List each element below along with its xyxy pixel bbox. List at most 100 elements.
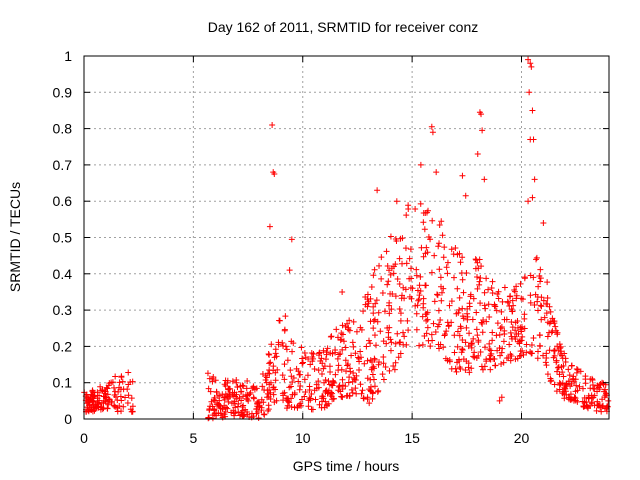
data-point [417, 200, 424, 207]
data-point [534, 355, 541, 362]
data-point [559, 369, 566, 376]
data-point [470, 295, 477, 302]
data-point [344, 362, 351, 369]
data-point [508, 306, 515, 313]
data-point [587, 376, 594, 383]
data-point [370, 363, 377, 370]
data-point [520, 351, 527, 358]
data-points [81, 56, 612, 422]
data-point [353, 328, 360, 335]
data-point [474, 259, 481, 266]
data-point [346, 374, 353, 381]
data-point [381, 308, 388, 315]
data-point [305, 356, 312, 363]
data-point [85, 398, 92, 405]
data-point [112, 373, 119, 380]
data-point [266, 381, 273, 388]
data-point [387, 271, 394, 278]
data-point [283, 346, 290, 353]
data-point [553, 327, 560, 334]
data-point [346, 327, 353, 334]
data-point [525, 198, 532, 205]
data-point [352, 350, 359, 357]
data-point [465, 360, 472, 367]
data-point [360, 308, 367, 315]
data-point [236, 394, 243, 401]
data-point [481, 289, 488, 296]
data-point [495, 295, 502, 302]
data-point [554, 343, 561, 350]
data-point [438, 297, 445, 304]
data-point [417, 288, 424, 295]
data-point [438, 289, 445, 296]
data-point [567, 391, 574, 398]
data-point [367, 318, 374, 325]
data-point [296, 386, 303, 393]
data-point [108, 398, 115, 405]
data-point [473, 326, 480, 333]
data-point [492, 362, 499, 369]
data-point [424, 316, 431, 323]
data-point [464, 313, 471, 320]
data-point [254, 400, 261, 407]
data-point [445, 322, 452, 329]
data-point [508, 352, 515, 359]
data-point [446, 358, 453, 365]
data-point [282, 343, 289, 350]
data-point [290, 375, 297, 382]
data-point [129, 408, 136, 415]
data-point [398, 295, 405, 302]
data-point [474, 332, 481, 339]
data-point [602, 386, 609, 393]
data-point [504, 298, 511, 305]
data-point [544, 300, 551, 307]
data-point [543, 310, 550, 317]
data-point [400, 329, 407, 336]
data-point [306, 395, 313, 402]
data-point [368, 283, 375, 290]
y-tick-label: 0.5 [53, 230, 73, 246]
data-point [435, 243, 442, 250]
data-point [384, 263, 391, 270]
data-point [255, 398, 262, 405]
data-point [572, 395, 579, 402]
data-point [320, 347, 327, 354]
data-point [240, 402, 247, 409]
data-point [515, 330, 522, 337]
data-point [414, 287, 421, 294]
data-point [446, 302, 453, 309]
data-point [600, 380, 607, 387]
data-point [509, 297, 516, 304]
data-point [337, 337, 344, 344]
data-point [500, 359, 507, 366]
data-point [420, 210, 427, 217]
data-point [342, 383, 349, 390]
data-point [335, 384, 342, 391]
data-point [415, 296, 422, 303]
data-point [323, 349, 330, 356]
data-point [527, 299, 534, 306]
data-point [533, 254, 540, 261]
data-point [527, 60, 534, 67]
data-point [380, 376, 387, 383]
data-point [231, 389, 238, 396]
data-point [497, 325, 504, 332]
data-point [457, 323, 464, 330]
data-point [361, 360, 368, 367]
data-point [334, 334, 341, 341]
data-point [475, 339, 482, 345]
data-point [457, 259, 464, 266]
data-point [330, 378, 337, 385]
data-point [473, 309, 480, 316]
y-tick-label: 0.1 [53, 375, 73, 391]
data-point [261, 387, 268, 394]
data-point [103, 384, 110, 391]
data-point [500, 338, 507, 345]
data-point [285, 398, 292, 405]
data-point [435, 307, 442, 314]
data-point [402, 286, 409, 293]
data-point [266, 386, 273, 393]
data-point [224, 392, 231, 399]
data-point [501, 330, 508, 337]
grid [84, 56, 609, 419]
